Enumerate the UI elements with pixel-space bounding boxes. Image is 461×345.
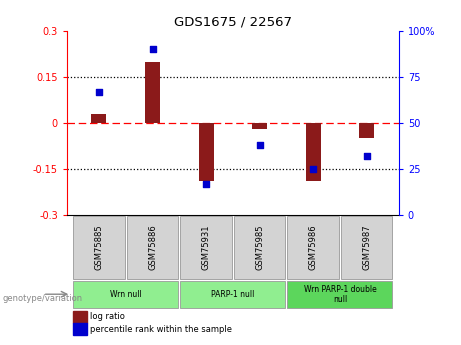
Text: Wrn null: Wrn null bbox=[110, 290, 142, 299]
Text: PARP-1 null: PARP-1 null bbox=[211, 290, 254, 299]
Text: GSM75985: GSM75985 bbox=[255, 225, 264, 270]
Bar bbox=[306, 123, 320, 181]
Bar bbox=[199, 123, 213, 181]
Text: genotype/variation: genotype/variation bbox=[2, 294, 83, 303]
Bar bbox=[73, 311, 87, 323]
Text: Wrn PARP-1 double
null: Wrn PARP-1 double null bbox=[303, 285, 376, 304]
Bar bbox=[145, 62, 160, 123]
Point bbox=[363, 153, 370, 159]
FancyBboxPatch shape bbox=[287, 281, 392, 308]
Text: GSM75885: GSM75885 bbox=[95, 225, 103, 270]
Point bbox=[95, 89, 103, 95]
Bar bbox=[252, 123, 267, 129]
Point bbox=[202, 181, 210, 186]
Point bbox=[256, 142, 263, 148]
FancyBboxPatch shape bbox=[234, 216, 285, 279]
Text: GSM75986: GSM75986 bbox=[308, 225, 318, 270]
Bar bbox=[73, 323, 87, 335]
FancyBboxPatch shape bbox=[341, 216, 392, 279]
Point bbox=[149, 47, 156, 52]
FancyBboxPatch shape bbox=[73, 216, 124, 279]
FancyBboxPatch shape bbox=[180, 216, 232, 279]
Text: percentile rank within the sample: percentile rank within the sample bbox=[90, 325, 232, 334]
Title: GDS1675 / 22567: GDS1675 / 22567 bbox=[174, 16, 292, 29]
Bar bbox=[91, 114, 106, 123]
Text: log ratio: log ratio bbox=[90, 312, 125, 321]
FancyBboxPatch shape bbox=[127, 216, 178, 279]
Text: GSM75987: GSM75987 bbox=[362, 225, 371, 270]
Point bbox=[309, 166, 317, 172]
FancyBboxPatch shape bbox=[287, 216, 339, 279]
FancyBboxPatch shape bbox=[180, 281, 285, 308]
Text: GSM75886: GSM75886 bbox=[148, 225, 157, 270]
Text: GSM75931: GSM75931 bbox=[201, 225, 211, 270]
FancyBboxPatch shape bbox=[73, 281, 178, 308]
Bar bbox=[359, 123, 374, 138]
